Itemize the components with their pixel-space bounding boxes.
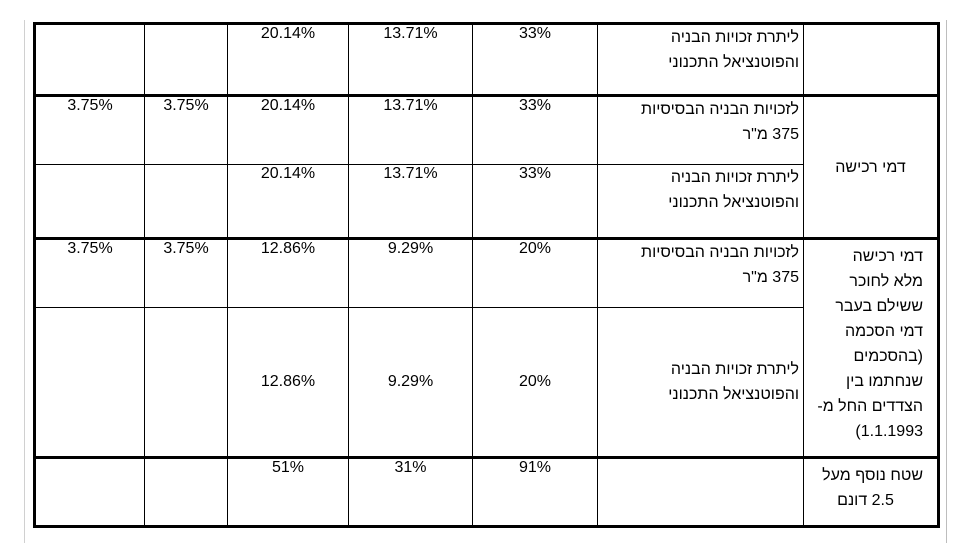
table-row: 51% 31% 91% שטח נוסף מעל 2.5 דונם	[34, 456, 939, 527]
cell-col1	[34, 23, 145, 96]
cell-category	[803, 23, 939, 96]
cell-description: ליתרת זכויות הבניה והפוטנציאל התכנוני	[597, 164, 804, 239]
cell-col2	[144, 164, 228, 239]
category-line: ששילם בעבר	[835, 298, 923, 315]
cell-col1	[34, 164, 145, 239]
table-row: 20.14% 13.71% 33% ליתרת זכויות הבניה והפ…	[34, 164, 939, 239]
cell-col4: 13.71%	[348, 164, 473, 239]
description-line-1: לזכויות הבניה הבסיסיות	[641, 244, 799, 261]
cell-col1: 3.75%	[34, 94, 145, 165]
description-line-1: ליתרת זכויות הבניה	[670, 169, 799, 186]
cell-col5: 33%	[472, 94, 598, 165]
cell-col4: 9.29%	[348, 307, 473, 458]
table-row: 3.75% 3.75% 12.86% 9.29% 20% לזכויות הבנ…	[34, 237, 939, 458]
category-line: הצדדים החל מ-	[817, 398, 923, 415]
cell-col5: 20%	[472, 237, 598, 308]
cell-description: ליתרת זכויות הבניה והפוטנציאל התכנוני	[597, 23, 804, 96]
cell-col1	[34, 307, 145, 458]
cell-col3: 20.14%	[227, 23, 349, 96]
cell-col5: 91%	[472, 456, 598, 527]
cell-col3: 20.14%	[227, 94, 349, 165]
cell-col4: 13.71%	[348, 23, 473, 96]
cell-col1: 3.75%	[34, 237, 145, 308]
category-line: שטח נוסף מעל	[822, 467, 923, 484]
cell-col3: 51%	[227, 456, 349, 527]
table-row: 20.14% 13.71% 33% ליתרת זכויות הבניה והפ…	[34, 23, 939, 96]
cell-col2	[144, 456, 228, 527]
cell-col3: 12.86%	[227, 237, 349, 308]
cell-col4: 13.71%	[348, 94, 473, 165]
cell-col5: 20%	[472, 307, 598, 458]
category-line: שנחתמו בין	[846, 373, 923, 390]
cell-col2: 3.75%	[144, 94, 228, 165]
cell-col3: 12.86%	[227, 307, 349, 458]
table-row: 3.75% 3.75% 20.14% 13.71% 33% לזכויות הב…	[34, 94, 939, 239]
cell-col2	[144, 307, 228, 458]
cell-col4: 31%	[348, 456, 473, 527]
cell-description: לזכויות הבניה הבסיסיות 375 מ"ר	[597, 237, 804, 308]
rates-table: 20.14% 13.71% 33% ליתרת זכויות הבניה והפ…	[33, 22, 940, 528]
cell-col1	[34, 456, 145, 527]
cell-col5: 33%	[472, 164, 598, 239]
cell-description: ליתרת זכויות הבניה והפוטנציאל התכנוני	[597, 307, 804, 458]
table-row: 12.86% 9.29% 20% ליתרת זכויות הבניה והפו…	[34, 307, 939, 458]
description-line-2: 375 מ"ר	[742, 126, 799, 143]
category-line: דמי הסכמה	[845, 323, 923, 340]
category-line: 2.5 דונם	[837, 492, 894, 509]
cell-col2: 3.75%	[144, 237, 228, 308]
cell-category-acquisition-fee: דמי רכישה	[803, 94, 939, 239]
cell-description: לזכויות הבניה הבסיסיות 375 מ"ר	[597, 94, 804, 165]
category-line: דמי רכישה	[852, 248, 923, 265]
description-line-2: והפוטנציאל התכנוני	[668, 54, 799, 71]
category-line: (בהסכמים	[853, 348, 923, 365]
cell-col2	[144, 23, 228, 96]
description-line-2: 375 מ"ר	[742, 269, 799, 286]
description-line-2: והפוטנציאל התכנוני	[668, 386, 799, 403]
category-line: מלא לחוכר	[849, 273, 923, 290]
category-line: 1.1.1993)	[855, 423, 923, 440]
description-line-1: לזכויות הבניה הבסיסיות	[641, 101, 799, 118]
cell-category-extra-area: שטח נוסף מעל 2.5 דונם	[803, 456, 939, 527]
page-edge-right	[946, 20, 947, 543]
cell-col3: 20.14%	[227, 164, 349, 239]
cell-category-full-fee: דמי רכישה מלא לחוכר ששילם בעבר דמי הסכמה…	[803, 237, 939, 458]
cell-col4: 9.29%	[348, 237, 473, 308]
cell-col5: 33%	[472, 23, 598, 96]
page-edge-left	[24, 20, 25, 543]
description-line-1: ליתרת זכויות הבניה	[670, 361, 799, 378]
description-line-1: ליתרת זכויות הבניה	[670, 29, 799, 46]
description-line-2: והפוטנציאל התכנוני	[668, 194, 799, 211]
cell-description	[597, 456, 804, 527]
